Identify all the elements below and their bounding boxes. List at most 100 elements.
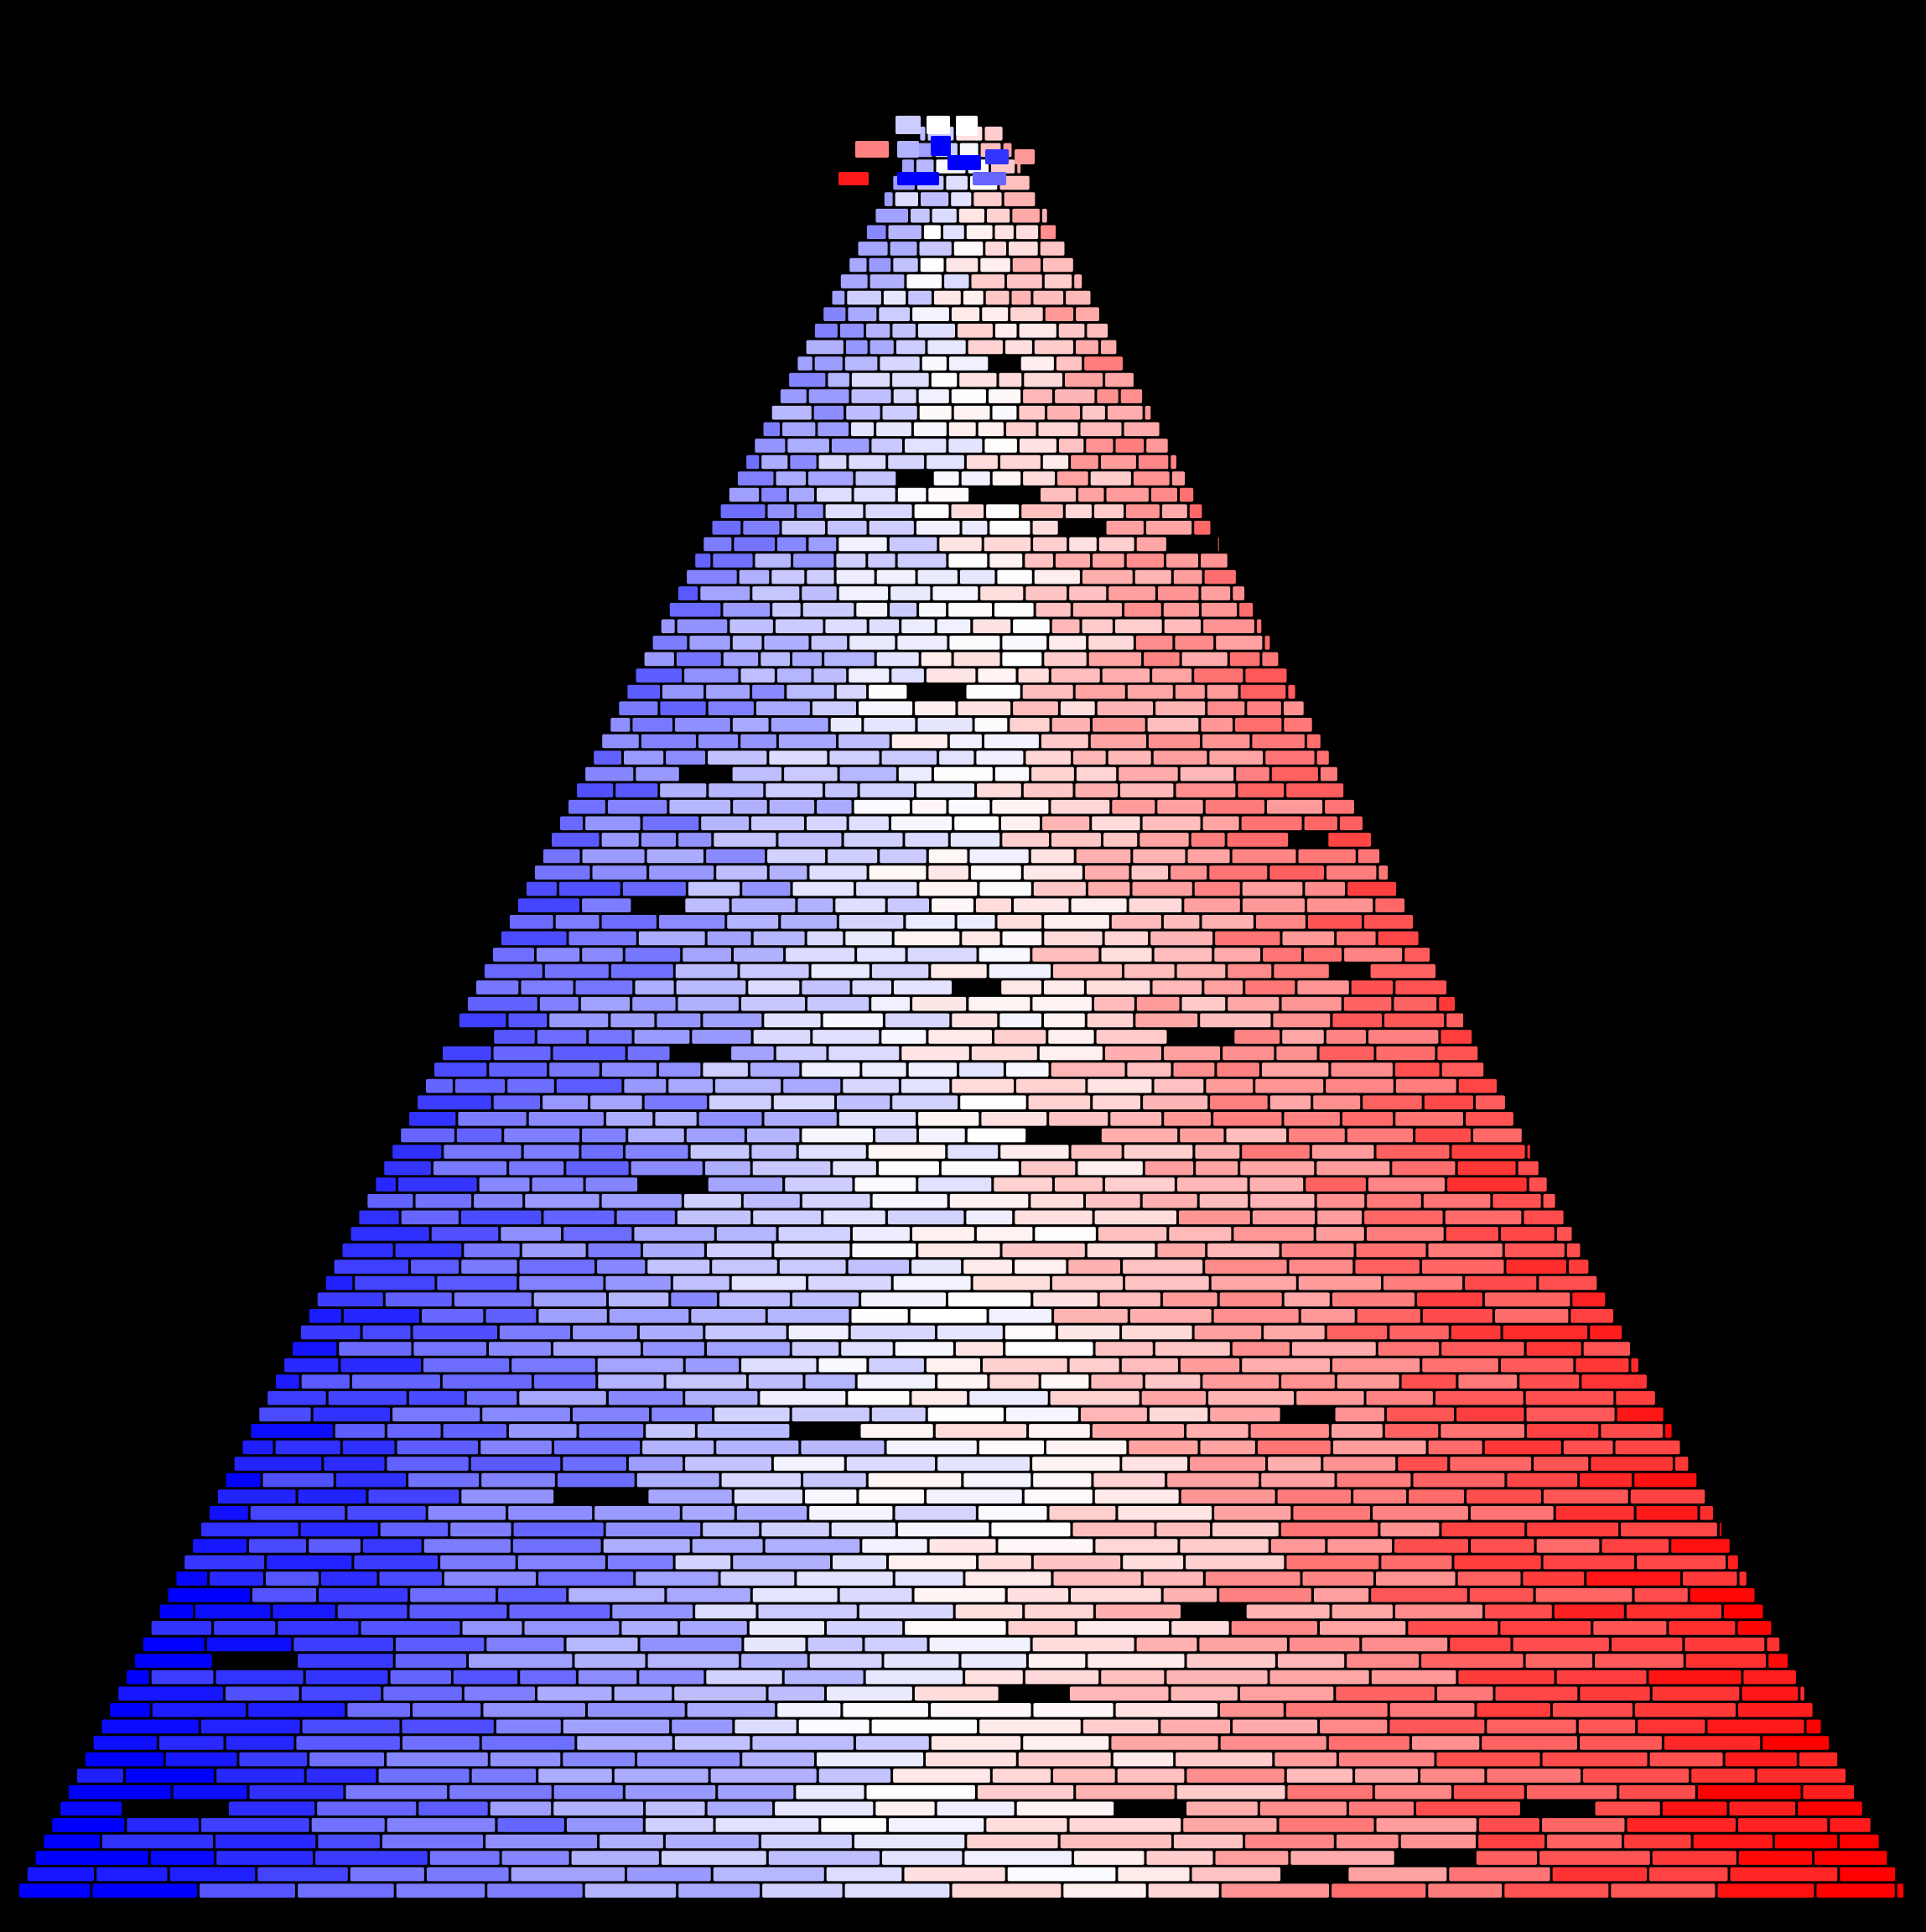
tile: [715, 1078, 781, 1093]
tile: [1025, 750, 1071, 765]
tile: [856, 602, 888, 617]
tile: [814, 356, 843, 371]
tile: [1144, 652, 1180, 667]
tile: [395, 1654, 467, 1668]
tile: [1542, 1818, 1625, 1832]
tile: [766, 783, 823, 797]
tile: [830, 718, 862, 732]
tile: [973, 1275, 1050, 1291]
tile: [538, 1571, 634, 1586]
tile: [678, 1883, 760, 1898]
tile: [309, 1309, 341, 1323]
tile: [658, 1062, 701, 1077]
tile: [732, 718, 769, 732]
tile: [1453, 1784, 1524, 1800]
tile: [1332, 1358, 1420, 1373]
tile: [849, 257, 867, 273]
tile: [462, 1621, 522, 1635]
tile: [1094, 996, 1134, 1011]
tile: [931, 1736, 1021, 1750]
tile: [1630, 1489, 1705, 1504]
tile: [1375, 898, 1405, 912]
tile: [1088, 652, 1142, 667]
tile: [914, 1587, 1005, 1602]
tile: [1000, 1686, 1067, 1701]
tile: [605, 1112, 653, 1126]
tile: [991, 1522, 1071, 1537]
tile: [1175, 636, 1214, 650]
tile: [511, 1358, 595, 1373]
tile: [1284, 718, 1312, 732]
tile: [833, 1555, 886, 1570]
tile: [934, 290, 961, 305]
tile: [60, 1801, 122, 1816]
tile: [817, 1752, 924, 1767]
tile: [539, 996, 579, 1011]
tile: [954, 816, 999, 831]
tile: [1601, 1424, 1664, 1438]
tile: [1234, 1030, 1280, 1044]
tile: [683, 948, 731, 962]
tile: [1201, 586, 1231, 600]
tile: [646, 849, 703, 864]
tile: [792, 1424, 859, 1438]
tile: [1326, 1030, 1366, 1044]
tile: [1485, 1604, 1552, 1619]
tile: [135, 1654, 212, 1668]
tile: [1556, 1670, 1647, 1685]
tile: [720, 1571, 795, 1586]
apex-tile: [931, 136, 951, 156]
tile: [619, 701, 658, 715]
tile: [764, 1013, 821, 1028]
tile: [1392, 1161, 1456, 1176]
tile: [1395, 1112, 1463, 1126]
tile: [771, 569, 805, 584]
tile: [1114, 619, 1162, 634]
tile: [706, 1670, 782, 1685]
tile: [948, 799, 990, 814]
tile: [688, 881, 740, 896]
tile: [887, 1210, 964, 1225]
tile: [1378, 1342, 1440, 1356]
tile: [1202, 816, 1239, 831]
tile: [1076, 340, 1098, 355]
tile: [871, 996, 911, 1011]
tile: [918, 1177, 992, 1192]
tile: [1401, 1374, 1456, 1389]
tile: [919, 405, 952, 420]
tile: [963, 290, 984, 305]
tile: [1194, 1325, 1262, 1340]
tile: [496, 1719, 561, 1734]
tile: [607, 1555, 673, 1570]
tile: [917, 324, 955, 338]
tile: [652, 636, 688, 650]
tile: [752, 586, 800, 600]
tile: [1021, 504, 1063, 518]
tile: [563, 1227, 632, 1241]
tile: [989, 553, 1023, 568]
tile: [1542, 1752, 1648, 1767]
tile: [1148, 734, 1200, 749]
tile: [610, 1013, 655, 1028]
tile: [300, 1325, 361, 1340]
tile: [788, 1325, 849, 1340]
tile: [1395, 980, 1447, 995]
tile: [214, 1654, 296, 1668]
tile: [1347, 1128, 1414, 1143]
tile: [1186, 1424, 1249, 1438]
tile: [1123, 1555, 1184, 1570]
tile: [1347, 881, 1397, 896]
tile: [1376, 1145, 1450, 1159]
apex-tile: [985, 149, 1009, 164]
tile: [1124, 963, 1175, 979]
tile: [857, 1374, 936, 1389]
tile: [755, 439, 786, 453]
tile: [347, 1506, 426, 1520]
tile: [859, 1489, 925, 1504]
tile: [985, 242, 1006, 256]
tile: [597, 1358, 683, 1373]
tile: [1100, 340, 1117, 355]
tile: [305, 1670, 388, 1685]
tile: [787, 439, 829, 453]
tile: [1482, 1736, 1577, 1750]
